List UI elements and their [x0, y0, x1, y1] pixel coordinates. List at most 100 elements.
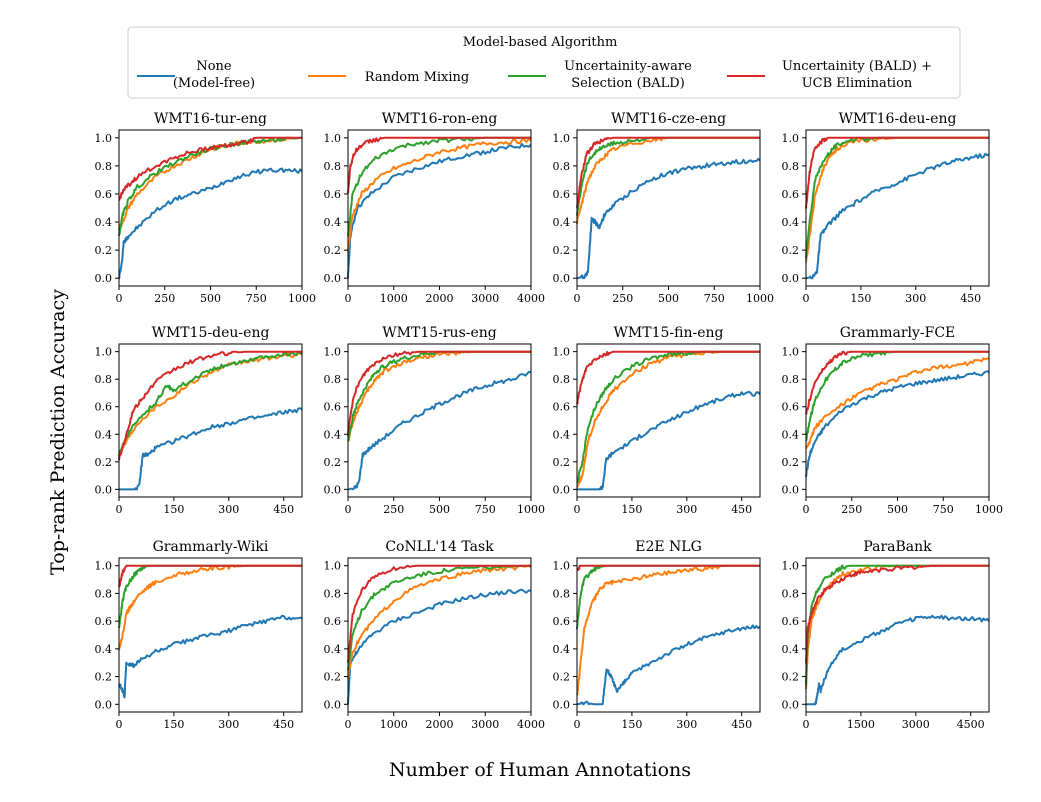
- y-tick-label: 0.0: [782, 698, 800, 711]
- y-tick-label: 0.6: [324, 401, 342, 414]
- y-tick-label: 0.4: [782, 428, 800, 441]
- y-tick-label: 0.0: [324, 483, 342, 496]
- x-tick-label: 300: [218, 503, 239, 516]
- x-tick-label: 1000: [380, 292, 408, 305]
- y-tick-label: 0.6: [553, 615, 571, 628]
- y-tick-label: 0.4: [324, 643, 342, 656]
- series-line-random-mixing: [347, 564, 532, 679]
- x-tick-label: 1000: [975, 503, 1003, 516]
- series-line-uncertainity-bald-ucb-elimination: [347, 350, 531, 436]
- plot-frame: [576, 557, 761, 713]
- x-tick-label: 250: [383, 503, 404, 516]
- panel-grammarly-wiki: Grammarly-Wiki 0.0 0.2 0.4 0.6 0.8 1.0 0 150 300 4…: [95, 539, 303, 731]
- panel-title: WMT15-rus-eng: [382, 325, 497, 341]
- plot-frame: [347, 343, 532, 498]
- y-tick-label: 1.0: [553, 346, 571, 359]
- x-tick-label: 300: [676, 718, 697, 731]
- series-line-uncertainity-aware-selection-bald: [347, 350, 531, 442]
- y-tick-label: 0.8: [782, 373, 800, 386]
- x-tick-label: 0: [574, 718, 581, 731]
- plot-frame: [118, 557, 303, 713]
- x-tick-label: 300: [676, 503, 697, 516]
- y-tick-label: 1.0: [324, 560, 342, 573]
- panel-title: Grammarly-FCE: [840, 325, 956, 341]
- x-tick-label: 150: [621, 718, 642, 731]
- series-line-none-model-free: [805, 152, 990, 280]
- series-line-random-mixing: [118, 351, 303, 457]
- legend-label-3-line-1: Uncertainity-aware: [564, 59, 692, 74]
- plot-frame: [805, 129, 990, 287]
- y-tick-label: 0.8: [324, 587, 342, 600]
- panel-e2e-nlg: E2E NLG 0.0 0.2 0.4 0.6 0.8 1.0 0 150 300 450: [553, 539, 761, 731]
- series-line-none-model-free: [577, 390, 761, 491]
- series-line-uncertainity-aware-selection-bald: [118, 350, 303, 458]
- x-tick-label: 0: [574, 292, 581, 305]
- y-tick-label: 1.0: [782, 132, 800, 145]
- y-tick-label: 0.0: [95, 272, 113, 285]
- legend: Model-based Algorithm None (Model-free) Ra…: [127, 26, 961, 99]
- y-tick-label: 0.8: [553, 587, 571, 600]
- panel-wmt16-deu-eng: WMT16-deu-eng 0.0 0.2 0.4 0.6 0.8 1.0 0 150 300 45…: [782, 111, 990, 305]
- y-tick-label: 1.0: [553, 560, 571, 573]
- series-line-uncertainity-aware-selection-bald: [118, 136, 303, 237]
- panel-title: WMT15-fin-eng: [614, 325, 724, 341]
- x-tick-label: 4000: [517, 292, 545, 305]
- y-tick-label: 0.8: [324, 160, 342, 173]
- y-tick-label: 0.8: [553, 160, 571, 173]
- y-tick-label: 0.8: [553, 373, 571, 386]
- y-tick-label: 0.6: [782, 188, 800, 201]
- x-tick-label: 1000: [380, 718, 408, 731]
- y-tick-label: 0.4: [553, 216, 571, 229]
- y-tick-label: 0.2: [324, 456, 342, 469]
- series-line-none-model-free: [118, 614, 303, 699]
- y-tick-label: 0.6: [324, 188, 342, 201]
- y-tick-label: 1.0: [324, 346, 342, 359]
- x-tick-label: 300: [905, 292, 926, 305]
- series-line-random-mixing: [347, 138, 532, 252]
- x-tick-label: 4500: [957, 718, 985, 731]
- x-tick-label: 1000: [288, 292, 316, 305]
- panel-title: ParaBank: [863, 539, 932, 555]
- y-tick-label: 1.0: [95, 132, 113, 145]
- x-tick-label: 0: [345, 292, 352, 305]
- series-line-uncertainity-bald-ucb-elimination: [347, 564, 531, 663]
- y-tick-label: 0.8: [95, 373, 113, 386]
- x-tick-label: 250: [841, 503, 862, 516]
- y-tick-label: 0.0: [782, 272, 800, 285]
- series-line-uncertainity-aware-selection-bald: [347, 564, 532, 671]
- y-tick-label: 0.2: [782, 244, 800, 257]
- x-tick-label: 500: [429, 503, 450, 516]
- x-tick-label: 300: [218, 718, 239, 731]
- series-line-uncertainity-bald-ucb-elimination: [805, 350, 989, 415]
- y-tick-label: 0.0: [95, 483, 113, 496]
- panel-title: Grammarly-Wiki: [153, 539, 269, 555]
- x-tick-label: 450: [273, 718, 294, 731]
- panel-grammarly-fce: Grammarly-FCE 0.0 0.2 0.4 0.6 0.8 1.0 0 250 500 75…: [782, 325, 1004, 516]
- y-tick-label: 0.4: [553, 643, 571, 656]
- x-tick-label: 500: [887, 503, 908, 516]
- x-tick-label: 450: [960, 292, 981, 305]
- series-line-random-mixing: [118, 136, 303, 230]
- x-tick-label: 0: [803, 503, 810, 516]
- plot-frame: [805, 343, 990, 498]
- legend-label-1-line-2: (Model-free): [173, 76, 255, 91]
- plot-frame: [805, 557, 990, 713]
- x-tick-label: 0: [116, 503, 123, 516]
- y-tick-label: 0.6: [95, 615, 113, 628]
- x-tick-label: 3000: [902, 718, 930, 731]
- series-line-random-mixing: [576, 564, 760, 696]
- x-tick-label: 1000: [517, 503, 545, 516]
- y-tick-label: 0.0: [324, 698, 342, 711]
- y-tick-label: 0.2: [553, 244, 571, 257]
- y-tick-label: 0.2: [95, 244, 113, 257]
- panel-wmt16-tur-eng: WMT16-tur-eng 0.0 0.2 0.4 0.6 0.8 1.0 0 250 500 75…: [95, 111, 317, 305]
- x-tick-label: 450: [273, 503, 294, 516]
- panel-title: WMT16-tur-eng: [154, 111, 267, 127]
- x-tick-label: 750: [704, 292, 725, 305]
- x-tick-label: 150: [163, 718, 184, 731]
- legend-label-2-line-1: Random Mixing: [365, 70, 469, 85]
- series-line-none-model-free: [347, 370, 532, 491]
- y-tick-label: 0.6: [553, 188, 571, 201]
- x-tick-label: 0: [803, 292, 810, 305]
